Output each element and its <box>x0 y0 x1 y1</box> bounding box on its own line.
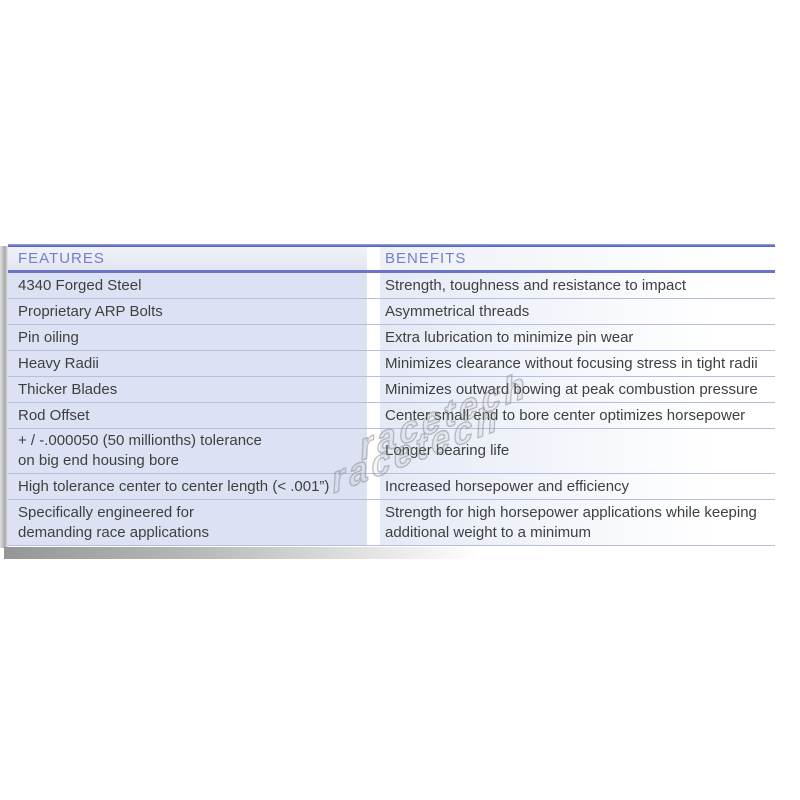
column-gutter <box>367 403 380 428</box>
benefit-cell: Increased horsepower and efficiency <box>380 474 775 499</box>
column-gutter <box>367 377 380 402</box>
benefit-cell: Minimizes clearance without focusing str… <box>380 351 775 376</box>
table-row: + / -.000050 (50 millionths) tolerance o… <box>8 429 775 474</box>
table-row: 4340 Forged Steel Strength, toughness an… <box>8 273 775 299</box>
column-gutter <box>367 273 380 298</box>
feature-cell: Specifically engineered for demanding ra… <box>8 500 367 545</box>
benefit-cell: Asymmetrical threads <box>380 299 775 324</box>
feature-cell: Thicker Blades <box>8 377 367 402</box>
column-gutter <box>367 474 380 499</box>
column-gutter <box>367 500 380 545</box>
feature-cell: Heavy Radii <box>8 351 367 376</box>
table-header-row: FEATURES BENEFITS <box>8 247 775 273</box>
column-gutter <box>367 299 380 324</box>
table-row: Heavy Radii Minimizes clearance without … <box>8 351 775 377</box>
benefit-cell: Minimizes outward bowing at peak combust… <box>380 377 775 402</box>
table-row: High tolerance center to center length (… <box>8 474 775 500</box>
column-gutter <box>367 351 380 376</box>
column-gutter <box>367 325 380 350</box>
table-row: Thicker Blades Minimizes outward bowing … <box>8 377 775 403</box>
left-shadow-edge <box>0 246 9 548</box>
table-row: Proprietary ARP Bolts Asymmetrical threa… <box>8 299 775 325</box>
feature-cell: + / -.000050 (50 millionths) tolerance o… <box>8 429 367 473</box>
feature-cell: 4340 Forged Steel <box>8 273 367 298</box>
feature-cell: Rod Offset <box>8 403 367 428</box>
feature-cell: Pin oiling <box>8 325 367 350</box>
column-gutter <box>367 429 380 473</box>
column-gutter <box>367 247 380 270</box>
feature-cell: High tolerance center to center length (… <box>8 474 367 499</box>
table-row: Rod Offset Center small end to bore cent… <box>8 403 775 429</box>
benefit-cell: Longer bearing life <box>380 429 775 473</box>
benefits-column-header: BENEFITS <box>380 247 775 270</box>
feature-cell: Proprietary ARP Bolts <box>8 299 367 324</box>
benefit-cell: Center small end to bore center optimize… <box>380 403 775 428</box>
table-row: Specifically engineered for demanding ra… <box>8 500 775 546</box>
table-row: Pin oiling Extra lubrication to minimize… <box>8 325 775 351</box>
benefit-cell: Strength for high horsepower application… <box>380 500 775 545</box>
benefit-cell: Extra lubrication to minimize pin wear <box>380 325 775 350</box>
table-top-rule <box>8 244 775 247</box>
features-benefits-table: FEATURES BENEFITS 4340 Forged Steel Stre… <box>8 244 775 546</box>
features-column-header: FEATURES <box>8 247 367 270</box>
benefit-cell: Strength, toughness and resistance to im… <box>380 273 775 298</box>
bottom-shadow-edge <box>4 547 499 559</box>
